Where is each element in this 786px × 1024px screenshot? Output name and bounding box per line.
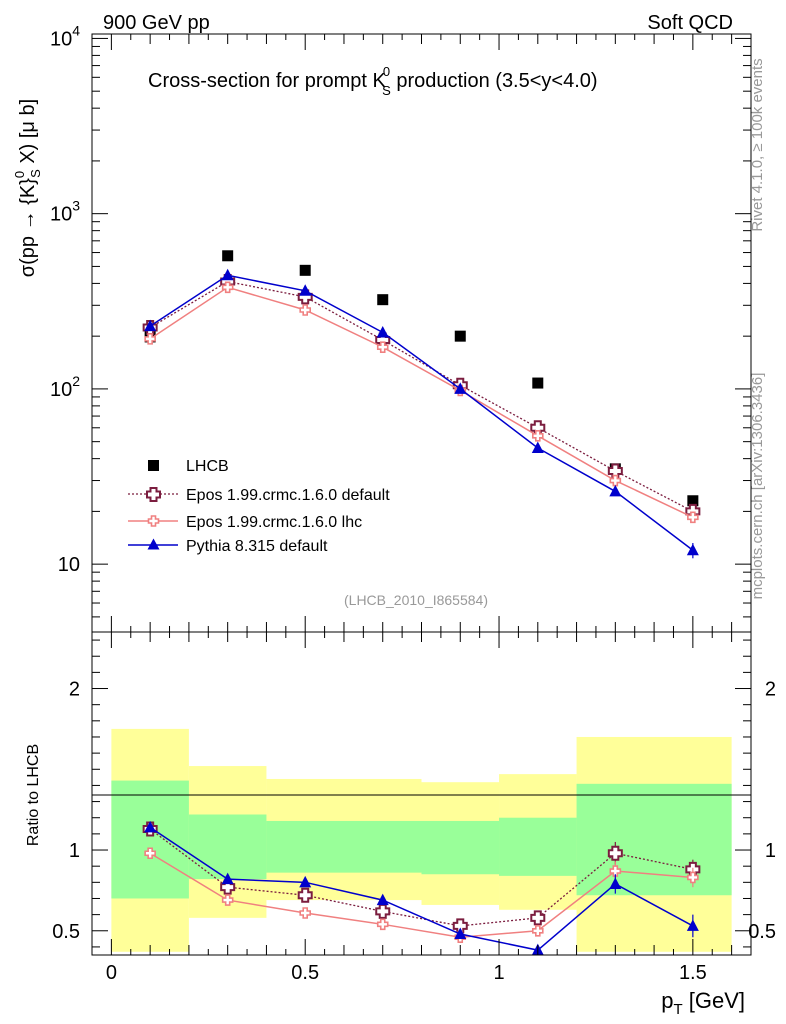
main-line-pythia-8-315-default: [149, 274, 694, 551]
header-right-label: Soft QCD: [647, 12, 733, 34]
ratio-point-epos-1-99-crmc-1-6-0-lhc: [144, 847, 156, 860]
ratio-point-epos-1-99-crmc-1-6-0-default: [375, 903, 391, 919]
legend-marker-epos-lhc: [147, 515, 160, 527]
legend-marker-lhcb: [148, 460, 159, 471]
main-panel: 10 102 103 104 Cross-section for prompt K0 S…: [12, 22, 752, 633]
main-point-lhcb: [687, 495, 699, 507]
rivet-version-label: Rivet 4.1.0, ≥ 100k events: [749, 58, 766, 231]
ratio-line-pythia-8-315-default: [149, 826, 694, 951]
main-point-epos-1-99-crmc-1-6-0-lhc: [531, 430, 544, 442]
ratio-point-epos-1-99-crmc-1-6-0-lhc: [221, 894, 234, 906]
ratio-point-epos-1-99-crmc-1-6-0-lhc: [299, 907, 312, 919]
ratio-point-epos-1-99-crmc-1-6-0-lhc: [531, 924, 544, 937]
ratio-point-pythia-8-315-default: [376, 893, 389, 906]
ratio-point-pythia-8-315-default: [609, 877, 622, 889]
ratio-point-pythia-8-315-default: [144, 820, 157, 833]
x-tick-label: 0: [106, 962, 117, 984]
x-tick-label: 1.5: [679, 962, 707, 984]
legend-label-pythia: Pythia 8.315 default: [186, 538, 328, 555]
main-point-epos-1-99-crmc-1-6-0-lhc: [376, 341, 389, 353]
main-point-lhcb: [532, 377, 544, 389]
ratio-band-green: [111, 780, 189, 899]
ratio-y-tick-label-left: 2: [69, 679, 80, 701]
legend: LHCB Epos 1.99.crmc.1.6.0 default Epos 1…: [128, 458, 390, 555]
main-point-pythia-8-315-default: [299, 284, 312, 296]
ratio-point-epos-1-99-crmc-1-6-0-lhc: [609, 865, 622, 877]
main-point-epos-1-99-crmc-1-6-0-default: [607, 463, 623, 479]
main-point-epos-1-99-crmc-1-6-0-lhc: [299, 304, 312, 316]
main-y-tick-label: 103: [50, 198, 80, 226]
analysis-id-label: (LHCB_2010_I865584): [344, 592, 488, 608]
ratio-y-tick-label-right: 0.5: [748, 921, 776, 943]
ratio-panel: 0.5 0.5 1 1 2 2 0 0.5 1 1.5 Ratio to LHCB pT [GeV…: [25, 631, 776, 1018]
ratio-point-epos-1-99-crmc-1-6-0-default: [607, 845, 623, 861]
ratio-point-epos-1-99-crmc-1-6-0-lhc: [376, 918, 389, 931]
ratio-y-tick-label-right: 1: [765, 840, 776, 862]
main-point-pythia-8-315-default: [454, 382, 467, 394]
legend-marker-epos-default: [146, 487, 161, 502]
main-y-tick-label: 102: [50, 373, 80, 401]
main-point-lhcb: [222, 250, 234, 262]
main-point-epos-1-99-crmc-1-6-0-lhc: [687, 511, 699, 524]
chart-title: Cross-section for prompt K0 S production …: [148, 64, 598, 98]
main-y-axis-label: σ(pp → {K}0S X) [μ b]: [12, 99, 43, 277]
legend-label-epos-lhc: Epos 1.99.crmc.1.6.0 lhc: [186, 514, 362, 531]
ratio-y-tick-label-right: 2: [765, 679, 776, 701]
legend-entry-pythia: Pythia 8.315 default: [128, 538, 328, 555]
ratio-band-green: [421, 820, 500, 875]
legend-marker-pythia: [147, 538, 160, 550]
main-point-pythia-8-315-default: [531, 441, 544, 454]
ratio-band-green: [499, 817, 577, 876]
main-point-epos-1-99-crmc-1-6-0-lhc: [221, 281, 234, 294]
main-point-pythia-8-315-default: [144, 319, 157, 332]
main-y-tick-label: 104: [50, 22, 80, 50]
ratio-point-epos-1-99-crmc-1-6-0-lhc: [687, 871, 699, 884]
ratio-point-pythia-8-315-default: [686, 919, 699, 931]
ratio-y-axis-label: Ratio to LHCB: [25, 744, 42, 846]
ratio-series-epos-1-99-crmc-1-6-0-lhc: [144, 847, 699, 944]
main-series-epos-1-99-crmc-1-6-0-lhc: [144, 281, 699, 524]
main-point-lhcb: [299, 264, 311, 276]
ratio-point-pythia-8-315-default: [221, 872, 234, 885]
main-point-pythia-8-315-default: [609, 484, 622, 497]
mcplots-label: mcplots.cern.ch [arXiv:1306.3436]: [749, 373, 766, 600]
ratio-band-green: [188, 814, 267, 880]
ratio-point-epos-1-99-crmc-1-6-0-default: [297, 887, 313, 903]
ratio-line-epos-1-99-crmc-1-6-0-default: [149, 828, 693, 927]
main-y-tick-label: 10: [58, 554, 80, 576]
legend-entry-epos-default: Epos 1.99.crmc.1.6.0 default: [128, 487, 390, 504]
main-point-epos-1-99-crmc-1-6-0-lhc: [144, 333, 156, 345]
main-point-epos-1-99-crmc-1-6-0-lhc: [609, 474, 622, 487]
legend-label-lhcb: LHCB: [186, 458, 229, 475]
ratio-point-epos-1-99-crmc-1-6-0-default: [530, 910, 546, 926]
x-axis-label: pT [GeV]: [661, 988, 745, 1018]
main-line-epos-1-99-crmc-1-6-0-lhc: [149, 286, 694, 519]
legend-entry-epos-lhc: Epos 1.99.crmc.1.6.0 lhc: [128, 514, 362, 531]
ratio-band-green: [576, 783, 732, 896]
ratio-y-tick-label-left: 1: [69, 840, 80, 862]
ratio-band-green: [266, 820, 422, 873]
ratio-line-epos-1-99-crmc-1-6-0-lhc: [149, 852, 693, 938]
main-point-pythia-8-315-default: [686, 543, 699, 556]
ratio-point-pythia-8-315-default: [299, 875, 312, 888]
ratio-point-epos-1-99-crmc-1-6-0-default: [452, 918, 468, 934]
main-point-pythia-8-315-default: [221, 268, 234, 281]
x-tick-label: 0.5: [291, 962, 319, 984]
main-point-pythia-8-315-default: [376, 325, 389, 338]
main-point-lhcb: [454, 330, 466, 342]
ratio-point-epos-1-99-crmc-1-6-0-default: [220, 879, 236, 895]
main-point-lhcb: [377, 294, 389, 306]
header-left-label: 900 GeV pp: [103, 12, 210, 34]
legend-label-epos-default: Epos 1.99.crmc.1.6.0 default: [186, 487, 390, 504]
main-series-pythia-8-315-default: [144, 268, 699, 559]
x-tick-label: 1: [493, 962, 504, 984]
legend-entry-lhcb: LHCB: [148, 458, 229, 475]
ratio-y-tick-label-left: 0.5: [52, 921, 80, 943]
ratio-frame: [91, 631, 752, 956]
ratio-point-pythia-8-315-default: [454, 927, 467, 940]
